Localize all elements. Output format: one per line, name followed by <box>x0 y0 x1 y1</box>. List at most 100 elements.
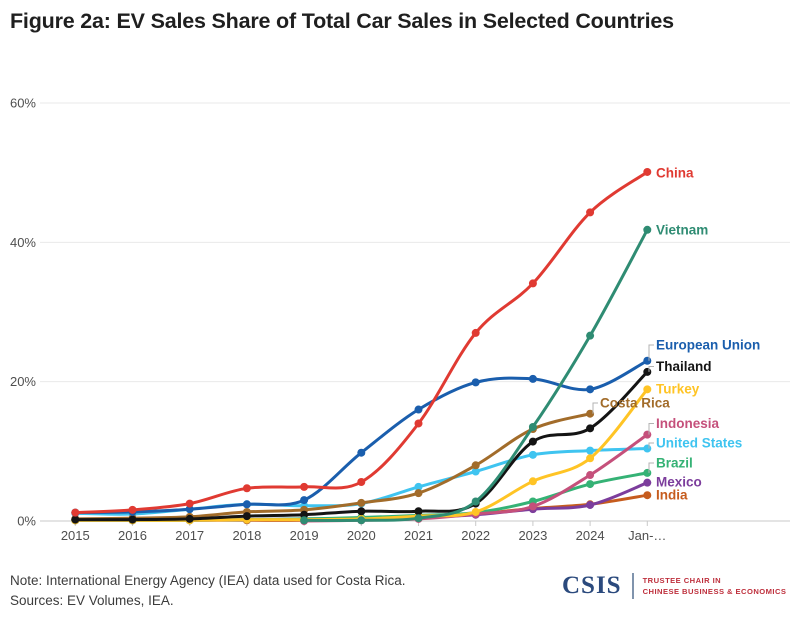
ev-sales-share-chart: 0% 20% 40% 60% 2015 2016 2017 2018 2019 2020 2021 2… <box>10 95 790 543</box>
series-point-costa-rica <box>471 461 480 470</box>
label-leader-brazil <box>648 462 654 473</box>
series-point-thailand <box>414 507 423 516</box>
series-point-european-union <box>586 385 595 394</box>
x-tick-label: 2018 <box>232 528 261 543</box>
series-point-vietnam <box>300 516 309 525</box>
series-point-costa-rica <box>414 489 423 498</box>
x-tick-label: 2023 <box>518 528 547 543</box>
series-point-china <box>71 508 80 517</box>
series-line-costa-rica <box>73 412 592 521</box>
series-point-indonesia <box>586 471 595 480</box>
series-label-united-states: United States <box>656 436 742 451</box>
x-tick-label: 2016 <box>118 528 147 543</box>
series-label-vietnam: Vietnam <box>656 223 708 238</box>
label-leader-european-union <box>648 344 654 361</box>
series-point-european-union <box>643 356 652 365</box>
series-point-mexico <box>586 500 595 509</box>
sources-text: Sources: EV Volumes, IEA. <box>10 593 174 609</box>
x-tick-label: Jan-… <box>628 528 666 543</box>
series-label-india: India <box>656 488 688 503</box>
series-line-vietnam <box>302 228 649 522</box>
series-point-india <box>643 491 652 500</box>
csis-wordmark: CSIS <box>562 572 622 599</box>
x-tick-label: 2015 <box>61 528 90 543</box>
label-leader-indonesia <box>648 423 654 435</box>
series-label-european-union: European Union <box>656 338 760 353</box>
x-tick-label: 2021 <box>404 528 433 543</box>
series-label-indonesia: Indonesia <box>656 416 720 431</box>
series-point-china <box>128 505 137 514</box>
logo-tagline-line1: TRUSTEE CHAIR IN <box>642 575 722 585</box>
series-point-thailand <box>357 507 366 516</box>
series-point-united-states <box>586 446 595 455</box>
series-label-turkey: Turkey <box>656 382 700 397</box>
series-point-vietnam <box>357 516 366 525</box>
series-point-turkey <box>586 454 595 463</box>
chart-canvas: 0% 20% 40% 60% 2015 2016 2017 2018 2019 2020 2021 2… <box>10 95 790 543</box>
label-leader-costa-rica <box>592 402 598 414</box>
series-point-thailand <box>185 514 194 523</box>
series-point-mexico <box>643 478 652 487</box>
series-label-costa-rica: Costa Rica <box>600 396 670 411</box>
series-point-united-states <box>471 467 480 476</box>
series-point-indonesia <box>643 430 652 439</box>
x-tick-label: 2017 <box>175 528 204 543</box>
y-tick-label: 40% <box>10 235 36 250</box>
label-leader-united-states <box>648 442 654 449</box>
series-point-european-union <box>300 496 309 505</box>
x-tick-label: 2019 <box>290 528 319 543</box>
series-label-china: China <box>656 166 694 181</box>
chart-footnotes: Note: International Energy Agency (IEA) … <box>10 571 405 612</box>
y-tick-label: 0% <box>17 514 36 529</box>
series-point-thailand <box>528 437 537 446</box>
x-tick-label: 2024 <box>576 528 605 543</box>
series-point-united-states <box>643 444 652 453</box>
series-point-european-union <box>414 405 423 414</box>
series-point-united-states <box>414 482 423 491</box>
series-point-china <box>300 482 309 491</box>
series-point-vietnam <box>414 514 423 523</box>
series-point-china <box>414 419 423 428</box>
series-point-european-union <box>185 505 194 514</box>
series-point-brazil <box>586 480 595 489</box>
series-point-vietnam <box>586 331 595 340</box>
series-point-china <box>586 208 595 217</box>
series-point-brazil <box>643 468 652 477</box>
series-point-turkey <box>643 385 652 394</box>
series-point-thailand <box>242 512 251 521</box>
series-point-united-states <box>528 450 537 459</box>
series-point-indonesia <box>528 502 537 511</box>
series-line-thailand <box>73 370 649 522</box>
y-tick-label: 60% <box>10 95 36 110</box>
series-point-vietnam <box>471 497 480 506</box>
series-point-european-union <box>528 374 537 383</box>
series-point-turkey <box>471 507 480 516</box>
series-point-thailand <box>71 515 80 524</box>
series-point-thailand <box>128 515 137 524</box>
x-tick-label: 2022 <box>461 528 490 543</box>
series-point-china <box>528 279 537 288</box>
note-text: Note: International Energy Agency (IEA) … <box>10 573 406 588</box>
y-tick-label: 20% <box>10 374 36 389</box>
logo-tagline-line2: CHINESE BUSINESS & ECONOMICS <box>642 587 787 596</box>
series-point-vietnam <box>528 422 537 431</box>
series-point-thailand <box>643 367 652 376</box>
csis-logo: CSIS TRUSTEE CHAIR IN CHINESE BUSINESS &… <box>562 572 786 600</box>
series-point-china <box>357 477 366 486</box>
label-leader-thailand <box>648 366 654 372</box>
logo-divider <box>631 573 634 599</box>
logo-tagline: TRUSTEE CHAIR IN CHINESE BUSINESS & ECON… <box>643 575 787 598</box>
series-point-china <box>643 167 652 176</box>
series-label-thailand: Thailand <box>656 359 712 374</box>
series-point-china <box>471 328 480 337</box>
figure-title: Figure 2a: EV Sales Share of Total Car S… <box>10 9 674 33</box>
series-point-costa-rica <box>357 498 366 507</box>
series-point-china <box>242 484 251 493</box>
series-point-european-union <box>471 378 480 387</box>
series-point-china <box>185 499 194 508</box>
series-line-china <box>73 170 649 515</box>
x-tick-label: 2020 <box>347 528 376 543</box>
series-label-mexico: Mexico <box>656 475 702 490</box>
series-point-thailand <box>586 424 595 433</box>
